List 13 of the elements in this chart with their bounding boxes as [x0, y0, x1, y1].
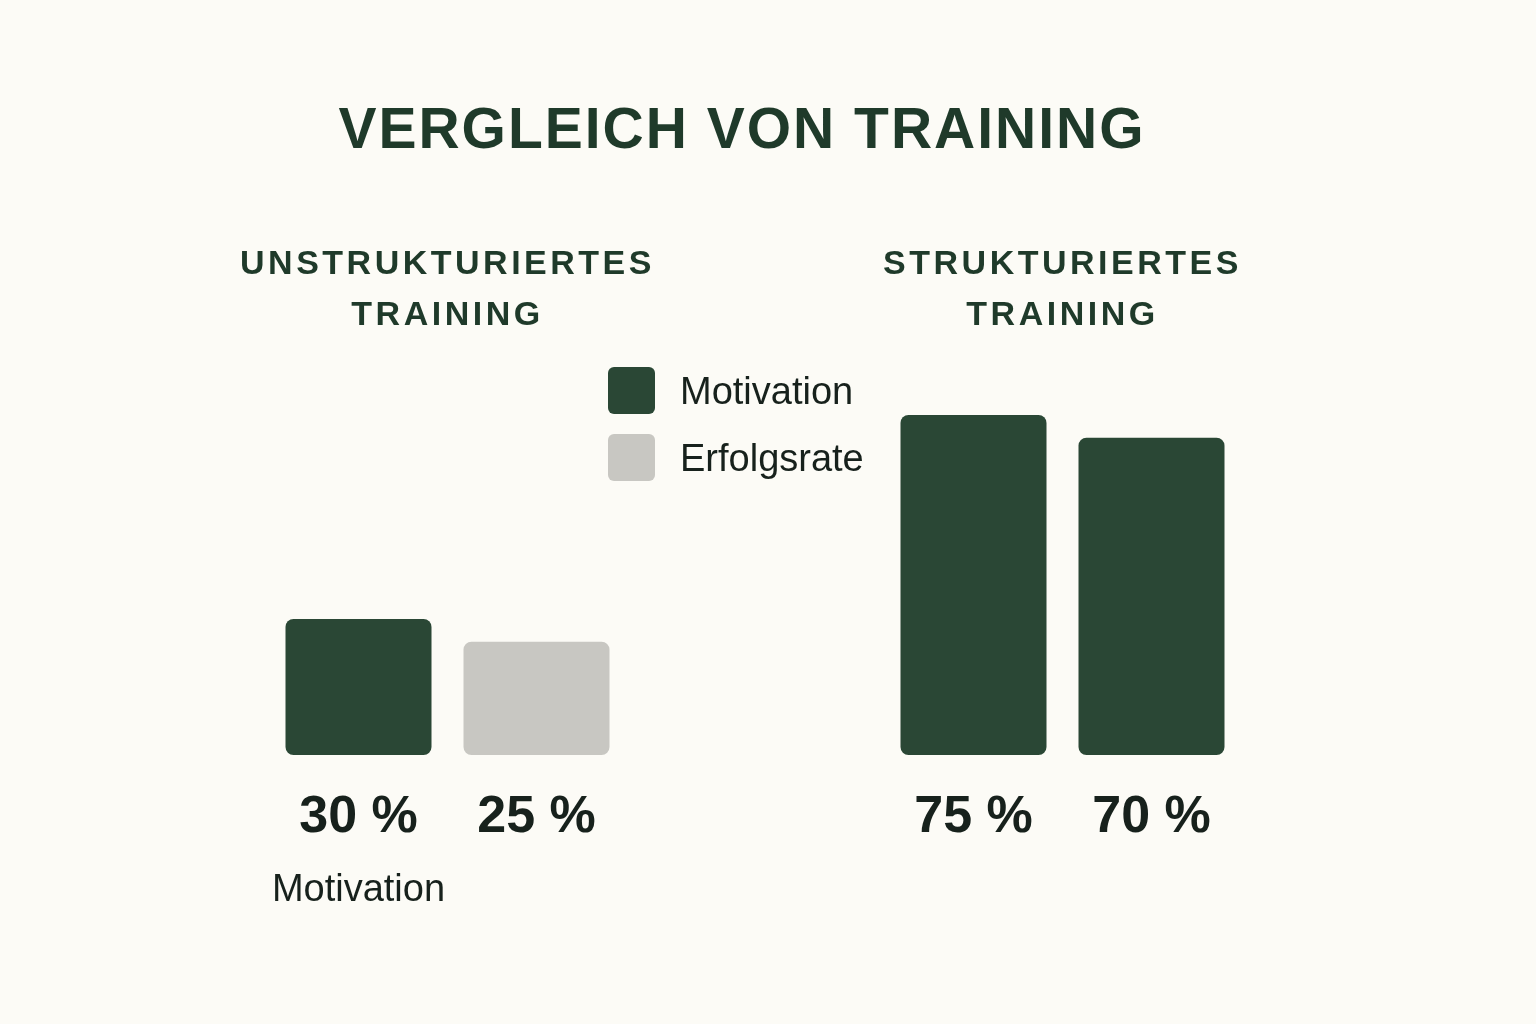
- data-label: 75 %: [914, 785, 1033, 843]
- data-label: 30 %: [299, 785, 418, 843]
- data-label: 25 %: [477, 785, 596, 843]
- chart-title: VERGLEICH VON TRAINING: [338, 96, 1146, 160]
- bar: [900, 415, 1047, 755]
- text: Motivation: [271, 867, 446, 909]
- legend-label: Erfolgsrate: [680, 437, 864, 479]
- x-tick-label: STRUKTURIERTES TRAINING: [883, 243, 1242, 332]
- legend-label: Motivation: [680, 370, 854, 412]
- data-label: 70 %: [1092, 785, 1211, 843]
- bar: [285, 619, 432, 755]
- bar: [463, 641, 610, 755]
- x-tick-label: UNSTRUKTURIERTES TRAINING: [240, 243, 655, 332]
